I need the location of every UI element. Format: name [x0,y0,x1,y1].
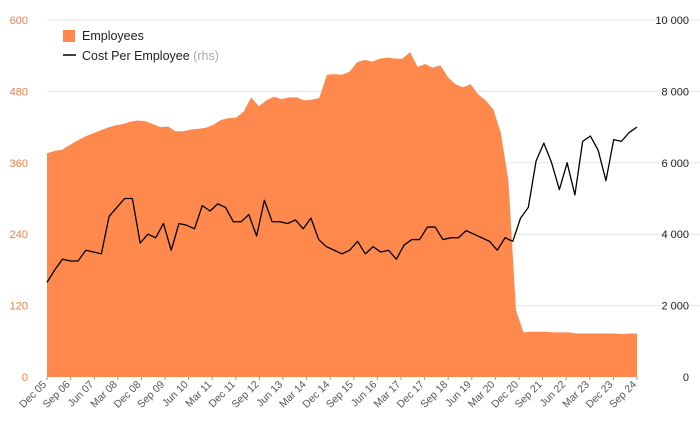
cost-per-employee-line [46,126,638,283]
y-right-tick-label: 4 000 [661,229,689,241]
y-right-tick-label: 8 000 [661,86,689,98]
x-tick-label: Sep 09 [135,379,167,411]
x-tick-label: Sep 24 [607,379,639,411]
y-axis-right: 0 2 000 4 000 6 000 8 000 10 000 [655,15,689,384]
legend-employees-swatch [63,30,75,42]
y-left-tick-label: 120 [10,301,28,313]
employees-area-layer [47,52,637,377]
legend: Employees Cost Per Employee (rhs) [63,29,219,63]
cost-line-layer [46,126,638,283]
legend-employees-label: Employees [82,29,144,43]
employees-area [47,52,637,377]
y-axis-left: 0 120 240 360 480 600 [10,15,28,384]
y-right-tick-label: 6 000 [661,158,689,170]
x-tick-label: Sep 12 [230,379,262,411]
y-right-tick-label: 10 000 [655,15,689,27]
x-tick-label: Sep 06 [41,379,73,411]
y-left-tick-label: 360 [10,158,28,170]
legend-cost-label: Cost Per Employee (rhs) [82,49,219,63]
x-tick-label: Sep 18 [418,379,450,411]
legend-cost-suffix: (rhs) [193,49,219,63]
y-right-tick-label: 2 000 [661,301,689,313]
y-right-tick-label: 0 [683,372,689,384]
y-left-tick-label: 480 [10,86,28,98]
legend-cost-label-text: Cost Per Employee [82,49,190,63]
x-tick-label: Sep 15 [324,379,356,411]
y-left-tick-label: 240 [10,229,28,241]
x-tick-label: Sep 21 [513,379,545,411]
y-left-tick-label: 0 [22,372,28,384]
y-left-tick-label: 600 [10,15,28,27]
